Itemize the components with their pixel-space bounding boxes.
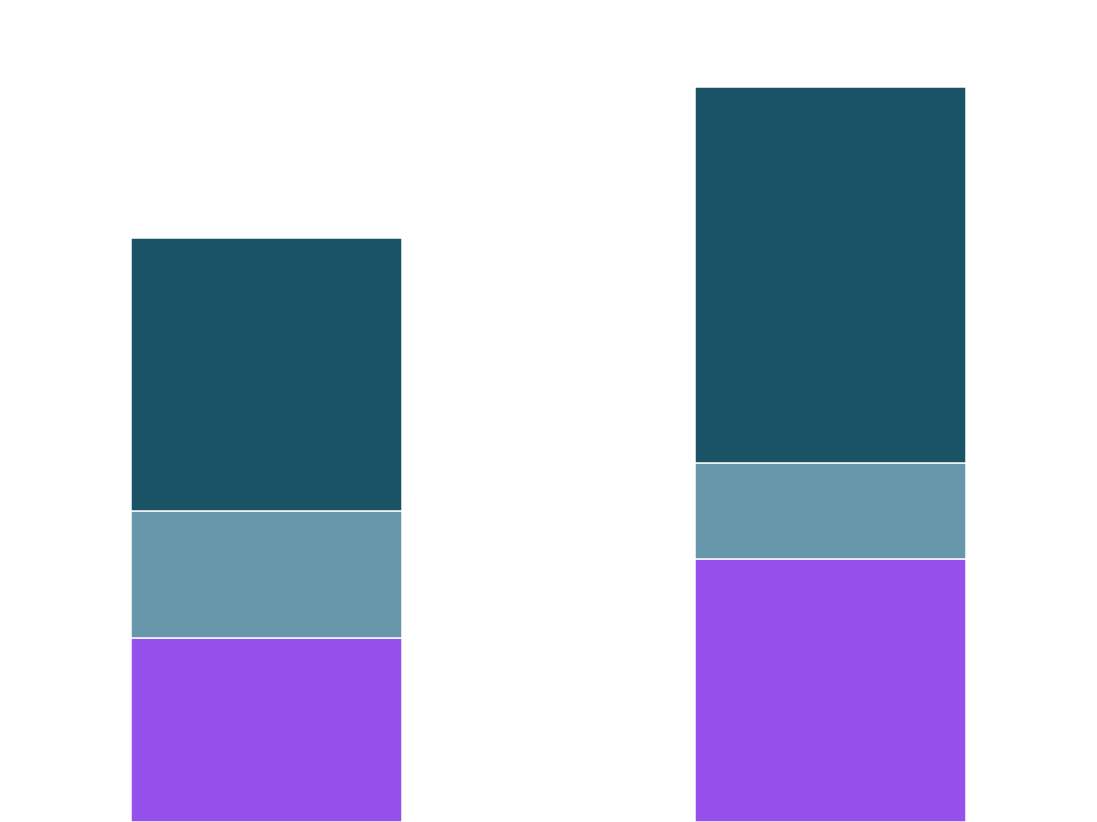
bar-group-1 [130,237,403,822]
bar-segment-1-series-3 [130,237,403,512]
bar-segment-2-series-2 [694,462,967,560]
bar-segment-1-series-2 [130,510,403,639]
bar-segment-2-series-3 [694,86,967,464]
bar-group-2 [694,86,967,822]
bar-segment-1-series-1 [130,637,403,822]
bar-segment-2-series-1 [694,558,967,822]
